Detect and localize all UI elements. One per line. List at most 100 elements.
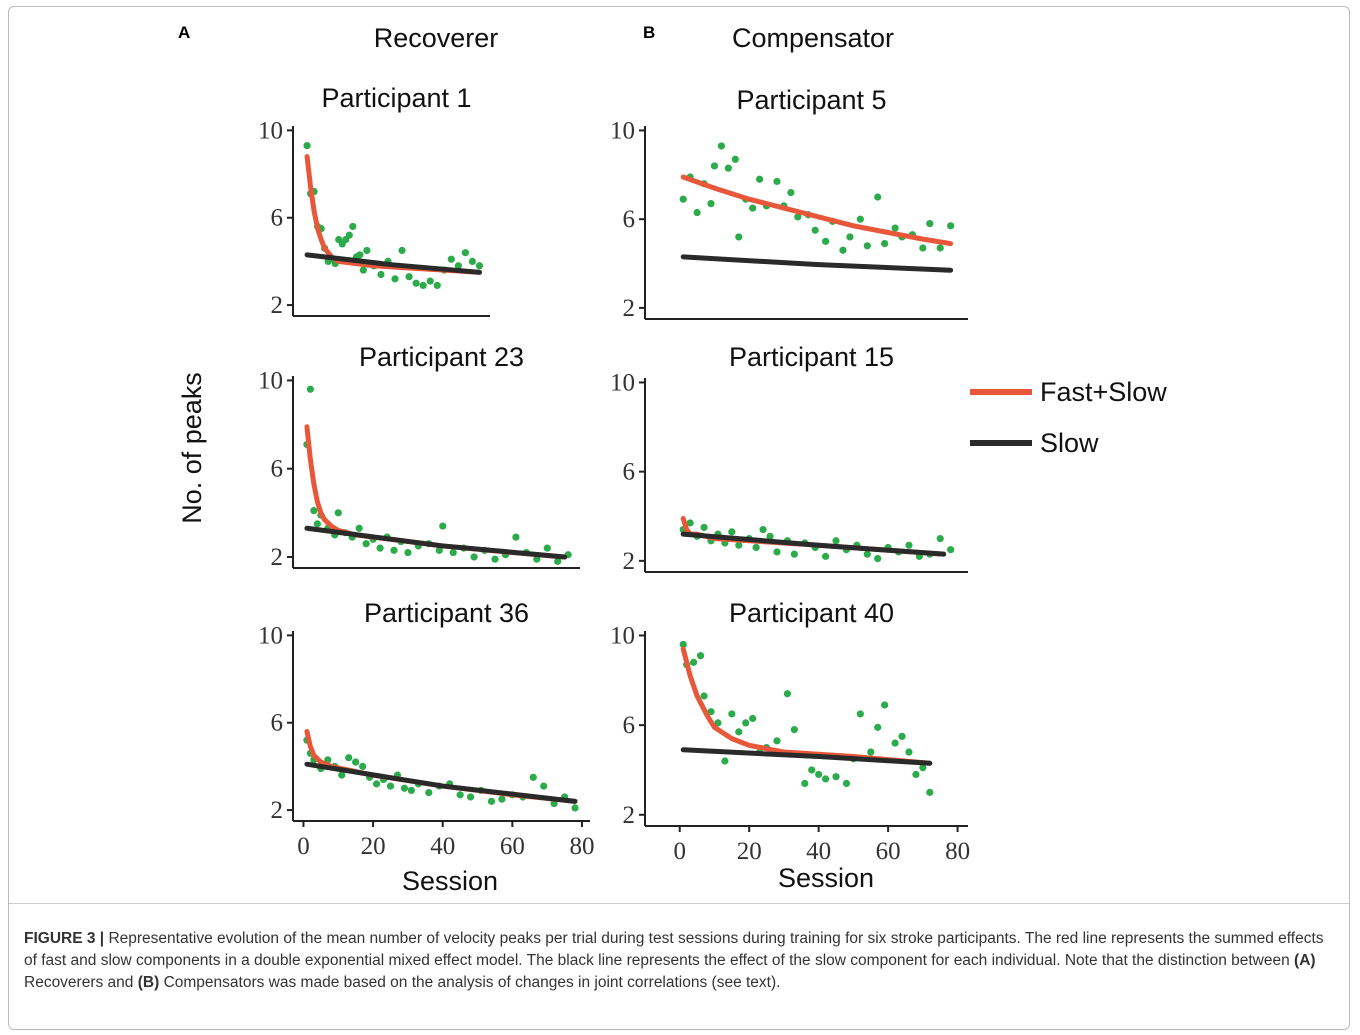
- fit-line: [680, 646, 933, 766]
- caption-label: FIGURE 3 |: [24, 930, 105, 947]
- data-point: [839, 246, 847, 254]
- data-point: [773, 548, 781, 556]
- x-tick-label: 60: [500, 833, 525, 860]
- data-point: [707, 200, 715, 208]
- x-tick-label: 80: [569, 833, 594, 860]
- panel-label: A: [178, 23, 190, 42]
- caption-text: Compensators was made based on the analy…: [159, 974, 781, 991]
- data-point: [794, 213, 802, 221]
- fit-line: [680, 254, 954, 273]
- fit-line: [304, 154, 482, 275]
- data-point: [936, 534, 944, 543]
- caption-ref: (B): [137, 974, 160, 991]
- data-point: [679, 640, 687, 649]
- y-axis-label: No. of peaks: [177, 372, 207, 524]
- data-point: [554, 557, 562, 565]
- data-point: [947, 222, 955, 230]
- data-point: [881, 701, 889, 709]
- fit-line: [304, 761, 578, 804]
- data-point: [863, 242, 871, 250]
- data-point: [433, 281, 441, 290]
- separator: [9, 903, 1349, 904]
- data-point: [426, 277, 434, 285]
- data-point: [359, 266, 367, 274]
- fit-line: [304, 252, 482, 275]
- data-point: [533, 555, 541, 563]
- data-point: [846, 233, 854, 241]
- data-point: [407, 786, 415, 795]
- data-point: [749, 714, 757, 723]
- subplot-title: Participant 5: [736, 85, 886, 115]
- data-point: [905, 748, 913, 756]
- data-point: [721, 757, 729, 765]
- data-point: [498, 795, 506, 803]
- data-point: [398, 246, 406, 255]
- data-point: [435, 546, 443, 554]
- data-point: [372, 780, 381, 788]
- caption-ref: (A): [1294, 952, 1316, 969]
- data-point: [926, 220, 934, 228]
- data-point: [898, 732, 906, 740]
- data-point: [412, 279, 420, 287]
- data-point: [310, 507, 318, 515]
- data-point: [742, 719, 750, 727]
- data-point: [345, 231, 353, 239]
- data-point: [334, 509, 342, 517]
- data-point: [690, 658, 698, 666]
- data-point: [543, 544, 551, 552]
- data-point: [404, 548, 412, 557]
- data-point: [728, 710, 736, 718]
- data-point: [540, 782, 548, 790]
- fit-line: [680, 747, 933, 766]
- data-point: [400, 784, 409, 792]
- data-point: [926, 788, 934, 796]
- x-tick-label: 40: [806, 838, 831, 865]
- data-point: [512, 533, 520, 541]
- data-point: [338, 771, 346, 779]
- x-tick-label: 20: [737, 838, 762, 865]
- data-point: [714, 719, 722, 727]
- data-point: [766, 532, 774, 540]
- data-point: [700, 692, 708, 700]
- data-point: [571, 804, 579, 812]
- data-point: [449, 548, 457, 557]
- data-point: [801, 779, 809, 788]
- data-point: [461, 249, 469, 257]
- data-point: [919, 244, 927, 252]
- data-point: [783, 690, 791, 698]
- data-point: [700, 523, 708, 532]
- data-point: [710, 162, 719, 170]
- data-point: [439, 522, 447, 530]
- y-tick-label: 6: [271, 456, 284, 483]
- data-point: [313, 520, 321, 528]
- data-point: [832, 773, 840, 781]
- data-point: [759, 526, 767, 534]
- data-point: [696, 652, 705, 660]
- data-point: [391, 275, 399, 283]
- data-point: [419, 281, 427, 290]
- figure-frame: [8, 6, 1350, 1030]
- fit-line: [680, 531, 947, 557]
- subplot-title: Participant 1: [321, 83, 471, 113]
- data-point: [693, 208, 701, 217]
- fit-line: [304, 728, 578, 804]
- y-tick-label: 10: [610, 117, 635, 144]
- data-point: [808, 766, 816, 774]
- data-point: [856, 215, 864, 223]
- data-point: [356, 251, 364, 259]
- data-point: [487, 797, 496, 805]
- data-point: [756, 175, 764, 183]
- x-axis-label: Session: [402, 866, 498, 896]
- data-point: [856, 710, 864, 718]
- y-tick-label: 2: [271, 544, 284, 571]
- data-point: [815, 770, 823, 779]
- y-tick-label: 10: [258, 622, 283, 649]
- data-point: [787, 188, 795, 197]
- data-point: [749, 204, 757, 212]
- fit-line: [680, 174, 954, 247]
- figure: A B Recoverer Compensator No. of peaks S…: [177, 23, 1167, 896]
- column-title: Compensator: [732, 23, 894, 53]
- subplot-title: Participant 36: [364, 598, 529, 628]
- data-point: [454, 262, 462, 270]
- data-point: [891, 739, 899, 747]
